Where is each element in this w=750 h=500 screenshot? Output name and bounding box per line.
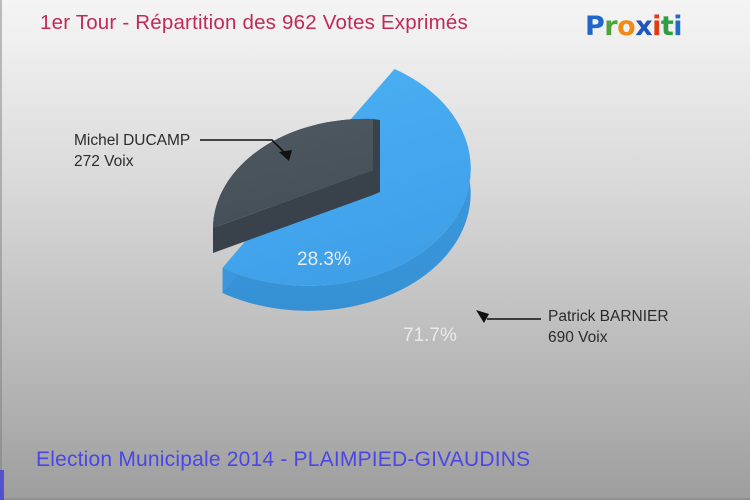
callout-ducamp-name: Michel DUCAMP: [74, 132, 191, 149]
frame-left-edge: [0, 0, 2, 500]
footer-caption: Election Municipale 2014 - PLAIMPIED-GIV…: [36, 448, 531, 471]
logo-letter-i1: i: [652, 11, 661, 42]
logo-letter-x: x: [635, 11, 653, 42]
arrowhead-ducamp: [279, 150, 292, 161]
callout-barnier-name: Patrick BARNIER: [548, 308, 669, 325]
header: 1er Tour - Répartition des 962 Votes Exp…: [0, 0, 750, 62]
pie-chart: 28.3% 71.7%: [0, 60, 750, 440]
slice-percent-ducamp: 28.3%: [297, 249, 351, 270]
callout-ducamp-votes: 272 Voix: [74, 153, 134, 171]
callout-barnier-votes: 690 Voix: [548, 329, 608, 347]
frame-accent-mark: [0, 470, 4, 500]
callout-ducamp: Michel DUCAMP 272 Voix: [74, 130, 190, 173]
logo-letter-t: t: [660, 11, 674, 42]
callout-barnier: Patrick BARNIER 690 Voix: [548, 306, 669, 349]
arrowhead-barnier: [476, 310, 489, 323]
logo-letter-p: P: [585, 11, 605, 42]
leader-line-ducamp: [200, 139, 288, 156]
slice-ducamp-top: [213, 118, 373, 228]
proxiti-logo[interactable]: Proxiti: [585, 11, 683, 42]
logo-letter-o: o: [617, 11, 636, 42]
logo-letter-i2: i: [673, 11, 683, 42]
logo-letter-r: r: [604, 11, 618, 42]
frame-bottom-edge: [0, 498, 750, 500]
page-title: 1er Tour - Répartition des 962 Votes Exp…: [40, 11, 468, 34]
slice-ducamp-edge: [373, 119, 380, 195]
pie-chart-svg: [200, 69, 541, 323]
slice-percent-barnier: 71.7%: [403, 325, 457, 346]
